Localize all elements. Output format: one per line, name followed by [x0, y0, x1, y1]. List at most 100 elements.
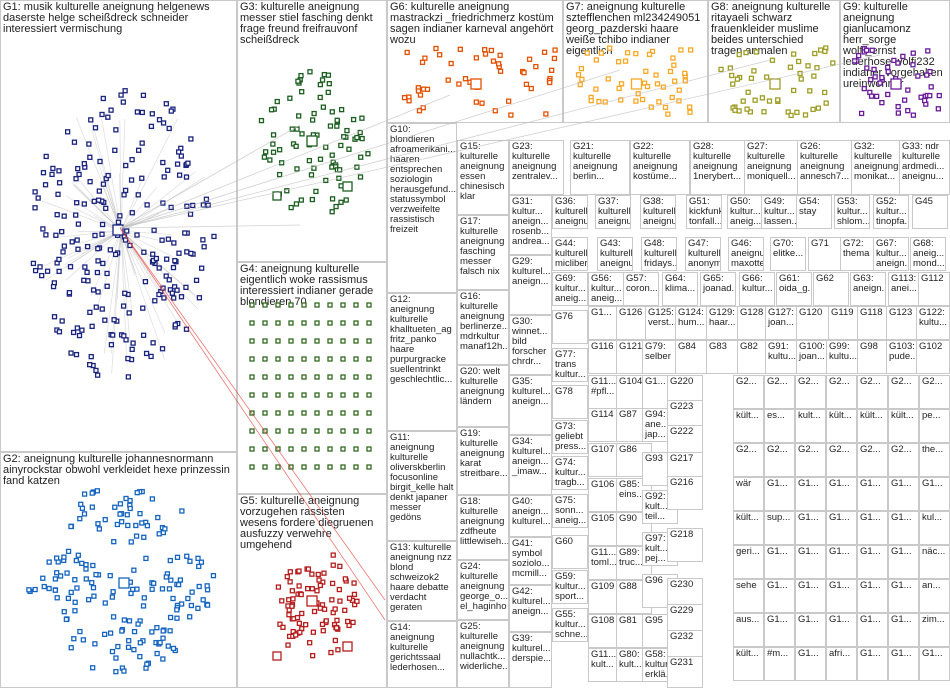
- group-panel-g50: G50: kultur... aneig...: [727, 195, 763, 229]
- group-label: G127: joan...: [768, 307, 794, 328]
- small-group-panel: G1...: [826, 545, 857, 579]
- group-label: G96: [645, 575, 663, 586]
- group-label: G11: aneignung kulturelle oliverskberlin…: [390, 432, 457, 523]
- group-panel-g29: G29: kulturel... aneign...: [509, 255, 552, 315]
- node: [289, 603, 295, 609]
- node: [174, 161, 181, 167]
- node: [333, 203, 339, 210]
- node: [306, 157, 313, 164]
- node: [174, 615, 180, 621]
- node: [313, 188, 319, 195]
- node: [112, 504, 118, 510]
- node: [290, 596, 296, 602]
- node: [288, 338, 294, 344]
- small-group-label: G2...: [767, 444, 788, 455]
- group-label: G17: kulturelle aneignung fasching messe…: [460, 216, 508, 277]
- group-panel-g62: G62: [813, 272, 849, 306]
- small-group-label: G1...: [891, 546, 912, 557]
- node: [598, 50, 605, 56]
- node: [341, 134, 347, 140]
- node: [270, 141, 276, 147]
- node: [112, 147, 118, 153]
- small-group-panel: näc...: [919, 545, 950, 579]
- node: [90, 562, 96, 569]
- edge: [78, 178, 122, 232]
- node: [330, 552, 336, 558]
- node: [353, 410, 359, 416]
- edge: [76, 117, 122, 232]
- node: [275, 410, 281, 416]
- small-group-label: G1...: [922, 648, 943, 659]
- group-label: G128: [740, 307, 764, 318]
- node: [340, 320, 346, 326]
- small-group-label: kult...: [798, 410, 821, 421]
- node: [353, 392, 359, 398]
- node: [50, 283, 57, 290]
- node: [329, 580, 336, 587]
- node: [53, 232, 59, 238]
- node: [406, 98, 412, 104]
- node: [184, 249, 190, 255]
- node: [891, 57, 897, 64]
- node: [140, 603, 147, 609]
- group-panel-g55: G55: kultur... schne...: [552, 608, 588, 642]
- node: [436, 52, 443, 58]
- node: [366, 302, 372, 308]
- small-group-panel: kült...: [733, 409, 764, 443]
- node: [303, 622, 309, 628]
- group-panel-g112: G112: [918, 272, 950, 306]
- node: [321, 570, 327, 576]
- node: [298, 72, 304, 79]
- node: [72, 599, 78, 605]
- group-label: G1: musik kulturelle aneignung helgenews…: [3, 1, 213, 35]
- node: [665, 111, 671, 117]
- group-label: G54: stay: [799, 196, 823, 217]
- node: [166, 277, 172, 283]
- group-label: G62: [816, 273, 834, 284]
- node: [366, 428, 372, 434]
- group-label: G119: [831, 307, 854, 318]
- node: [187, 558, 193, 564]
- node: [856, 52, 862, 59]
- node: [40, 575, 46, 581]
- node: [77, 628, 83, 635]
- small-group-panel: sehe: [733, 579, 764, 613]
- small-group-panel: kült...: [888, 409, 919, 443]
- node: [156, 531, 162, 537]
- node: [743, 49, 749, 56]
- edge: [120, 118, 178, 232]
- group-label: G48: kulturelle fridays...: [644, 238, 677, 269]
- node: [126, 310, 132, 316]
- group-nodes: [388, 124, 457, 293]
- small-group-label: G1...: [891, 614, 912, 625]
- node: [150, 251, 156, 257]
- node: [357, 174, 364, 180]
- node: [327, 338, 333, 344]
- node: [52, 576, 59, 582]
- node: [338, 199, 344, 205]
- node: [144, 202, 150, 208]
- node: [162, 526, 168, 532]
- node: [687, 104, 693, 110]
- node: [353, 464, 359, 470]
- node: [327, 464, 333, 470]
- node: [307, 69, 313, 75]
- node: [139, 140, 145, 146]
- node: [125, 644, 132, 650]
- group-label: G76: [555, 311, 573, 322]
- node: [262, 410, 268, 416]
- node: [95, 246, 101, 252]
- node: [366, 374, 372, 380]
- node: [204, 602, 211, 608]
- node: [123, 495, 129, 502]
- node: [646, 51, 653, 58]
- node: [635, 91, 641, 97]
- group-label: G113: anei...: [891, 273, 917, 294]
- node: [547, 79, 553, 86]
- node: [618, 81, 625, 87]
- group-panel-g102: G102: [916, 340, 950, 374]
- node: [868, 93, 875, 99]
- node: [294, 614, 301, 621]
- node: [346, 146, 352, 152]
- node: [134, 586, 140, 592]
